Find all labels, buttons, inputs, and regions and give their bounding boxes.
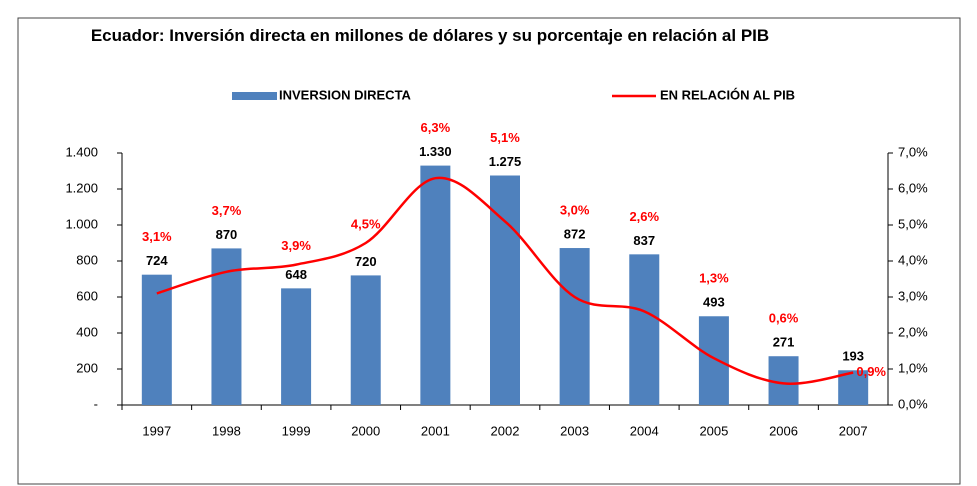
x-tick-label: 2000 [351, 423, 380, 438]
y-tick-label: 1.000 [65, 216, 98, 231]
bar-label: 271 [773, 335, 795, 350]
x-tick-label: 2005 [699, 423, 728, 438]
y2-tick-label: 5,0% [898, 216, 928, 231]
line-label: 1,3% [699, 271, 729, 286]
y2-tick-label: 4,0% [898, 252, 928, 267]
line-label: 3,1% [142, 229, 172, 244]
bar [629, 254, 660, 405]
bar-label: 648 [285, 267, 307, 282]
bar [490, 175, 520, 405]
y-tick-label: 600 [76, 288, 98, 303]
y2-tick-label: 3,0% [898, 288, 928, 303]
y2-tick-label: 0,0% [898, 396, 928, 411]
y-tick-label: 800 [76, 252, 98, 267]
y2-tick-label: 7,0% [898, 144, 928, 159]
y-tick-label: 1.200 [65, 180, 98, 195]
x-tick-label: 2002 [491, 423, 520, 438]
bar-label: 872 [564, 226, 586, 241]
line-label: 3,9% [281, 238, 311, 253]
y-tick-label: 1.400 [65, 144, 98, 159]
x-tick-label: 2007 [839, 423, 868, 438]
bar-label: 493 [703, 295, 725, 310]
bar [559, 248, 590, 405]
bar-label: 837 [633, 233, 655, 248]
x-tick-label: 2004 [630, 423, 659, 438]
bar-label: 1.330 [419, 144, 452, 159]
chart-title: Ecuador: Inversión directa en millones d… [90, 26, 770, 45]
x-tick-label: 2003 [560, 423, 589, 438]
y2-tick-label: 6,0% [898, 180, 928, 195]
line-label: 3,7% [212, 203, 242, 218]
line-label: 4,5% [351, 216, 381, 231]
bar-label: 193 [842, 349, 864, 364]
bar [350, 275, 381, 405]
bar [281, 288, 312, 405]
line-label: 6,3% [421, 120, 451, 135]
line-label: 5,1% [490, 130, 520, 145]
y2-tick-label: 2,0% [898, 324, 928, 339]
line-label: 0,9% [856, 364, 886, 379]
x-tick-label: 1998 [212, 423, 241, 438]
bar-label: 724 [146, 253, 168, 268]
x-tick-label: 1997 [142, 423, 171, 438]
x-tick-label: 2006 [769, 423, 798, 438]
y-tick-label: 400 [76, 324, 98, 339]
legend-label: EN RELACIÓN AL PIB [660, 87, 795, 102]
bar-label: 720 [355, 254, 377, 269]
line-label: 0,6% [769, 311, 799, 326]
legend-swatch [232, 92, 277, 100]
y-tick-label: - [94, 396, 98, 411]
x-tick-label: 1999 [282, 423, 311, 438]
y-tick-label: 200 [76, 360, 98, 375]
y2-tick-label: 1,0% [898, 360, 928, 375]
bar [420, 165, 451, 405]
line-label: 3,0% [560, 202, 590, 217]
bar-label: 870 [216, 227, 238, 242]
line [156, 176, 854, 385]
bar [141, 274, 172, 405]
bar-label: 1.275 [489, 154, 522, 169]
frame [17, 17, 961, 485]
bar [698, 316, 729, 405]
legend-label: INVERSION DIRECTA [279, 87, 412, 102]
line-label: 2,6% [629, 209, 659, 224]
x-tick-label: 2001 [421, 423, 450, 438]
